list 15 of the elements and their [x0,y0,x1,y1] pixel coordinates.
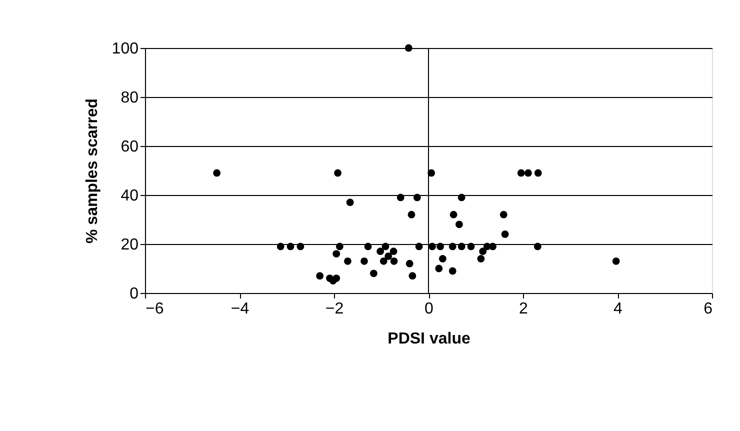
y-tick-label: 40 [120,188,139,204]
x-tick-label: −4 [230,300,250,318]
y-tick-label: 80 [120,90,139,106]
y-tick-label: 0 [130,286,139,302]
x-tick-label: 4 [614,300,623,318]
x-tick-label: 0 [424,300,434,318]
y-tick-label: 60 [120,138,139,156]
y-tick-label: 100 [112,40,139,58]
x-tick-label: 2 [519,300,528,318]
x-tick-label: −6 [146,300,164,318]
x-tick-label: 6 [704,300,713,318]
x-axis-title: PDSI value [388,330,470,348]
x-tick-label: −2 [325,300,344,318]
y-tick-label: 20 [120,236,139,254]
y-axis-title: % samples scarred [84,98,101,244]
